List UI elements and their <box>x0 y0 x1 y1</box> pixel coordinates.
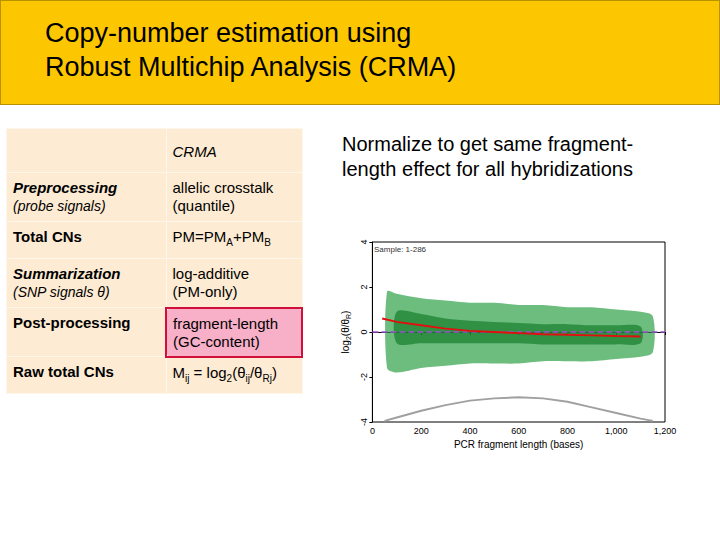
html-text:(GC-content): (GC-content) <box>173 332 260 350</box>
svg-text:(θ/θ: (θ/θ <box>340 319 351 337</box>
html-text:Summarization: Summarization <box>13 265 121 282</box>
svg-text:0: 0 <box>370 426 375 436</box>
html-text:Total CNs: Total CNs <box>13 228 82 245</box>
svg-text:2: 2 <box>359 284 369 289</box>
html-text:Preprocessing: Preprocessing <box>13 179 118 196</box>
svg-text:PCR fragment length (bases): PCR fragment length (bases) <box>454 439 584 450</box>
html-text:(PM-only): (PM-only) <box>172 283 238 300</box>
html-text:log-additive: log-additive <box>172 265 250 282</box>
svg-text:): ) <box>340 311 351 314</box>
svg-text:1,200: 1,200 <box>654 426 677 436</box>
html-text:PM=PMA+PMB: PM=PMA+PMB <box>172 228 271 248</box>
svg-text:4: 4 <box>359 239 369 244</box>
svg-text:1,000: 1,000 <box>605 426 628 436</box>
html-text:(SNP signals θ): (SNP signals θ) <box>13 284 110 300</box>
html-text:(probe signals): (probe signals) <box>13 198 106 214</box>
svg-text:600: 600 <box>511 426 526 436</box>
svg-text:R: R <box>344 313 352 319</box>
svg-text:800: 800 <box>560 426 575 436</box>
svg-text:-2: -2 <box>359 373 369 381</box>
svg-text:-4: -4 <box>359 418 369 426</box>
html-text:Post-processing: Post-processing <box>13 314 131 331</box>
svg-text:log: log <box>340 340 351 353</box>
html-text:Normalize to get same fragment: Normalize to get same fragment-length ef… <box>342 133 634 180</box>
svg-text:0: 0 <box>359 329 369 334</box>
html-text:Mij= log2(θij/θRj): Mij= log2(θij/θRj) <box>172 363 277 384</box>
html-text:Robust Multichip Analysis (CRM: Robust Multichip Analysis (CRMA) <box>45 52 457 82</box>
html-text:allelic crosstalk: allelic crosstalk <box>172 179 274 196</box>
svg-text:Sample: 1-286: Sample: 1-286 <box>374 245 427 254</box>
svg-text:200: 200 <box>414 426 429 436</box>
html-text:fragment-length: fragment-length <box>173 314 279 332</box>
html-text:Raw total CNs: Raw total CNs <box>13 363 114 380</box>
html-text:(quantile): (quantile) <box>172 197 235 214</box>
svg-text:400: 400 <box>462 426 477 436</box>
html-text:Copy-number estimation using: Copy-number estimation using <box>45 18 412 48</box>
svg-text:2: 2 <box>344 336 352 341</box>
html-text:CRMA: CRMA <box>172 143 217 160</box>
